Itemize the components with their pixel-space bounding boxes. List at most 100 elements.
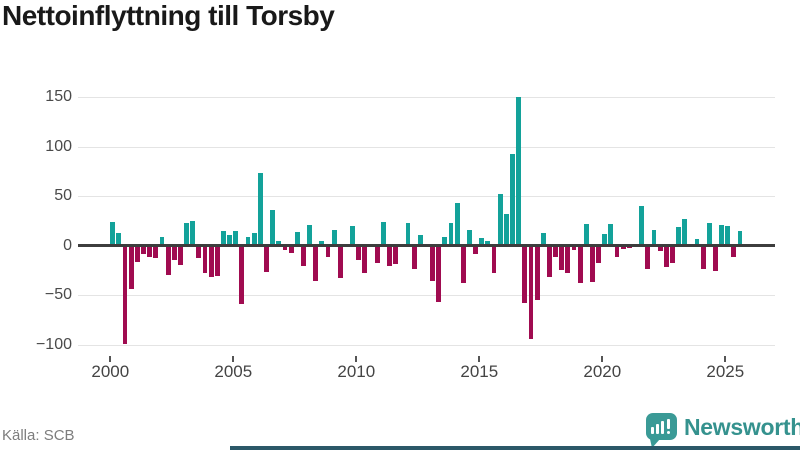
bar	[251, 232, 257, 246]
bar	[184, 223, 189, 246]
bar	[122, 245, 128, 345]
bar	[448, 223, 454, 246]
logo-chart-bar-icon	[661, 421, 664, 434]
y-axis-label: 150	[45, 87, 72, 105]
bar	[522, 245, 528, 304]
bar	[196, 245, 202, 258]
gridline	[78, 295, 775, 297]
bar	[639, 206, 645, 246]
bar	[356, 245, 362, 260]
y-axis-label: 50	[54, 187, 72, 205]
bar	[694, 238, 700, 246]
bar	[590, 245, 595, 283]
bar	[510, 153, 515, 246]
bar	[706, 223, 712, 246]
bar	[669, 245, 675, 263]
bar	[319, 240, 325, 246]
bar	[417, 234, 423, 246]
x-axis-tick	[601, 356, 604, 362]
bar	[460, 245, 466, 284]
x-axis-tick	[478, 356, 481, 362]
y-axis-label: −100	[35, 336, 72, 354]
bar	[479, 237, 485, 246]
bar	[282, 245, 288, 250]
bar	[534, 245, 540, 301]
x-axis-tick	[232, 356, 235, 362]
bar	[491, 245, 497, 273]
bar	[165, 245, 171, 275]
bar	[264, 245, 269, 272]
bar	[553, 245, 558, 257]
bar	[719, 224, 725, 246]
bar	[682, 219, 688, 246]
bar	[153, 245, 159, 258]
bar	[177, 245, 183, 265]
bar	[577, 245, 583, 284]
x-axis-tick	[355, 356, 358, 362]
y-axis-label: 0	[63, 236, 72, 254]
bar	[411, 245, 417, 269]
bar	[436, 245, 442, 303]
bar	[442, 236, 448, 246]
bar	[596, 245, 602, 263]
bar	[497, 194, 503, 246]
bar	[221, 230, 226, 246]
zero-axis-line	[78, 244, 775, 248]
bar	[350, 225, 356, 246]
bar	[387, 245, 392, 266]
bar	[288, 245, 294, 253]
bar	[725, 225, 731, 246]
bar	[128, 245, 134, 290]
bar	[503, 214, 509, 246]
bar	[700, 245, 706, 269]
bar	[257, 173, 263, 246]
bar	[663, 245, 669, 267]
bar	[159, 236, 165, 246]
bar	[393, 245, 399, 264]
bar	[737, 230, 743, 246]
bar	[565, 245, 571, 273]
bar	[239, 245, 245, 305]
bar	[485, 240, 491, 246]
bar	[380, 222, 386, 246]
bar	[374, 245, 380, 263]
bar	[362, 245, 368, 273]
bar	[651, 229, 657, 246]
gridline	[78, 196, 775, 198]
bar	[134, 245, 140, 262]
bar	[208, 245, 214, 277]
newsworthy-logo: Newsworthy	[645, 410, 800, 448]
bar	[110, 222, 116, 246]
logo-exclamation-icon	[667, 419, 670, 429]
bar	[190, 221, 196, 246]
y-axis-label: 100	[45, 137, 72, 155]
bar	[331, 229, 337, 246]
bar	[233, 230, 239, 246]
bar	[473, 245, 479, 254]
bar	[276, 240, 282, 246]
page-title: Nettoinflyttning till Torsby	[2, 0, 335, 31]
bar	[141, 245, 146, 254]
x-axis-label: 2015	[460, 362, 499, 381]
bar	[337, 245, 343, 278]
bar	[620, 245, 626, 249]
bar	[307, 224, 312, 246]
bar	[313, 245, 319, 281]
bar	[467, 229, 472, 246]
bar	[571, 245, 577, 250]
logo-chart-bar-icon	[651, 427, 654, 434]
x-axis-label: 2000	[91, 362, 130, 381]
gridline	[78, 345, 775, 347]
bar	[214, 245, 220, 276]
logo-exclamation-dot-icon	[667, 431, 670, 434]
bar	[294, 231, 300, 246]
bar	[516, 96, 522, 246]
x-axis-tick	[724, 356, 727, 362]
bar	[608, 224, 614, 246]
bar	[540, 232, 546, 246]
bar	[270, 210, 276, 246]
bar	[546, 245, 552, 277]
bar	[602, 233, 608, 246]
bar	[583, 224, 589, 246]
